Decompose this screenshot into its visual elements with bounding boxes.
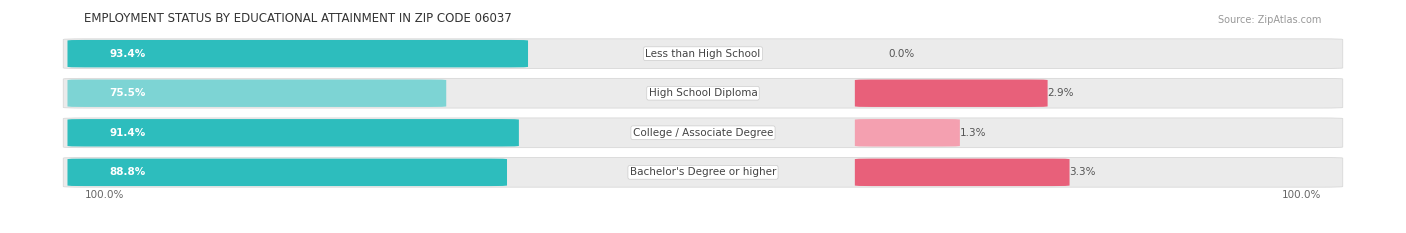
FancyBboxPatch shape	[67, 40, 529, 67]
FancyBboxPatch shape	[63, 39, 1343, 69]
FancyBboxPatch shape	[67, 119, 519, 147]
FancyBboxPatch shape	[63, 78, 1343, 108]
Text: EMPLOYMENT STATUS BY EDUCATIONAL ATTAINMENT IN ZIP CODE 06037: EMPLOYMENT STATUS BY EDUCATIONAL ATTAINM…	[84, 12, 512, 25]
Text: 91.4%: 91.4%	[110, 128, 146, 138]
FancyBboxPatch shape	[855, 159, 1070, 186]
Text: 0.0%: 0.0%	[889, 49, 915, 59]
Text: 2.9%: 2.9%	[1047, 88, 1074, 98]
Text: 75.5%: 75.5%	[110, 88, 146, 98]
FancyBboxPatch shape	[855, 119, 960, 147]
FancyBboxPatch shape	[67, 159, 508, 186]
FancyBboxPatch shape	[855, 79, 1047, 107]
Text: 88.8%: 88.8%	[110, 167, 146, 177]
Text: Less than High School: Less than High School	[645, 49, 761, 59]
FancyBboxPatch shape	[67, 79, 446, 107]
Text: 100.0%: 100.0%	[1282, 190, 1322, 200]
FancyBboxPatch shape	[63, 158, 1343, 187]
Text: Source: ZipAtlas.com: Source: ZipAtlas.com	[1218, 15, 1322, 25]
Text: 1.3%: 1.3%	[960, 128, 987, 138]
Text: College / Associate Degree: College / Associate Degree	[633, 128, 773, 138]
Text: 100.0%: 100.0%	[84, 190, 124, 200]
Text: 3.3%: 3.3%	[1070, 167, 1097, 177]
Text: High School Diploma: High School Diploma	[648, 88, 758, 98]
Text: Bachelor's Degree or higher: Bachelor's Degree or higher	[630, 167, 776, 177]
FancyBboxPatch shape	[63, 118, 1343, 148]
Text: 93.4%: 93.4%	[110, 49, 146, 59]
